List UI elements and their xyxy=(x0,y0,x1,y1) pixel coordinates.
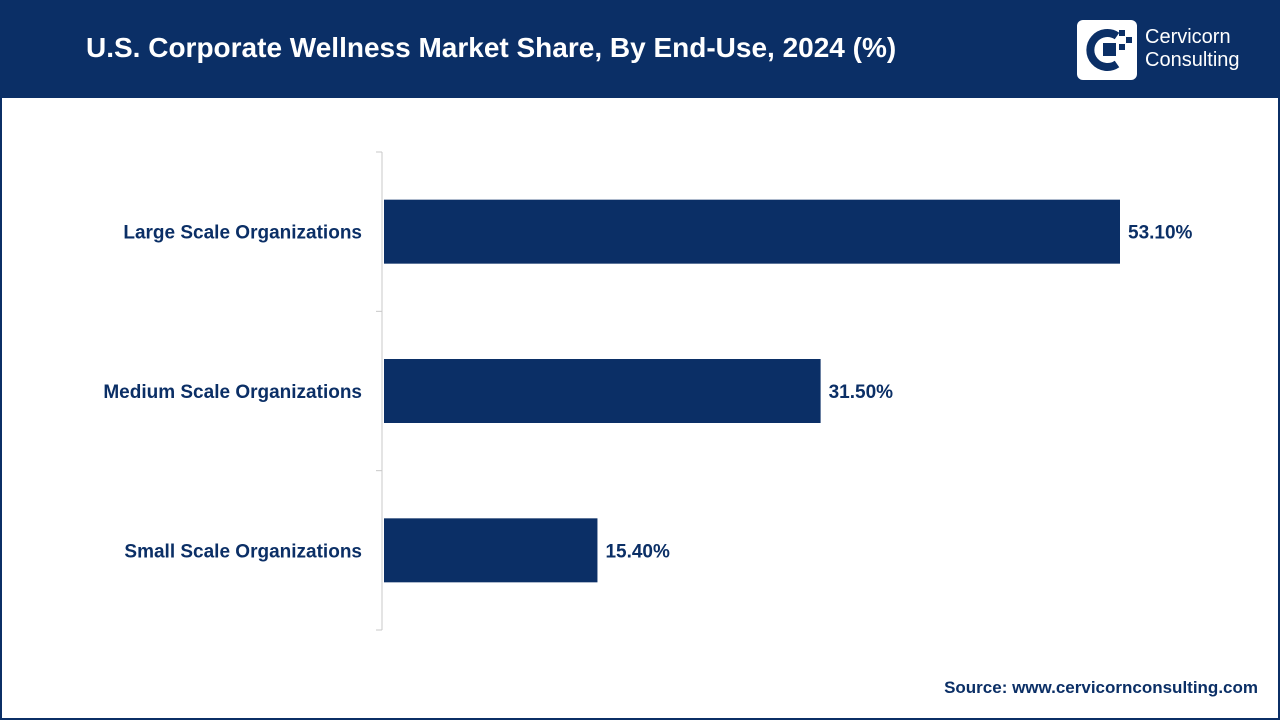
data-label: 31.50% xyxy=(829,382,894,403)
data-label: 15.40% xyxy=(605,541,670,562)
logo-line-1: Cervicorn xyxy=(1145,26,1231,48)
source-note: Source: www.cervicornconsulting.com xyxy=(944,678,1258,697)
category-label: Large Scale Organizations xyxy=(123,223,362,244)
data-label: 53.10% xyxy=(1128,223,1193,244)
bar xyxy=(384,518,598,583)
category-label: Medium Scale Organizations xyxy=(103,382,362,403)
cervicorn-logo-icon xyxy=(1077,20,1137,80)
logo-line-2: Consulting xyxy=(1145,49,1240,71)
brand-logo: Cervicorn Consulting xyxy=(1077,20,1267,80)
chart-title: U.S. Corporate Wellness Market Share, By… xyxy=(86,32,897,63)
bar-chart: Large Scale Organizations 53.10% Medium Sc… xyxy=(103,151,1193,631)
bar xyxy=(384,359,821,423)
header-bar: U.S. Corporate Wellness Market Share, By… xyxy=(2,2,1278,98)
logo-wordmark: Cervicorn Consulting xyxy=(1145,26,1240,72)
bar xyxy=(384,199,1120,264)
category-label: Small Scale Organizations xyxy=(124,541,362,562)
